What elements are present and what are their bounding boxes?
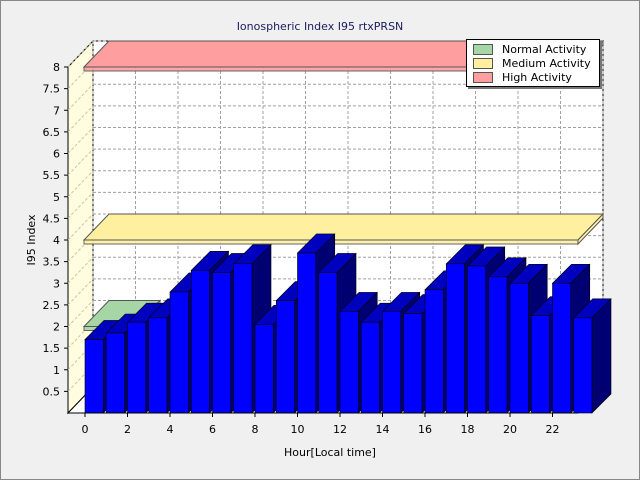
- legend-swatch: [473, 43, 493, 55]
- legend-swatch: [473, 71, 493, 83]
- grid-line-side: [67, 256, 94, 284]
- y-axis-label: I95 Index: [25, 214, 39, 266]
- x-tick-label: 14: [376, 423, 390, 436]
- x-axis-ticks: 0 2 4 6 8 10 12 14 16 18 20 22: [68, 412, 578, 436]
- bar-series: [84, 233, 612, 414]
- bar-front: [254, 324, 274, 414]
- y-tick-label: 7.5: [43, 83, 61, 96]
- bar-front: [127, 321, 147, 414]
- grid-line-side: [67, 192, 94, 219]
- x-tick-label: 12: [333, 423, 347, 436]
- grid-line-side: [67, 213, 94, 241]
- medium-activity-band-side: [577, 212, 604, 246]
- bar-front: [445, 263, 465, 414]
- bar-front: [84, 339, 104, 414]
- y-tick-label: 4: [53, 234, 60, 247]
- bar-front: [509, 282, 529, 414]
- legend-entry: High Activity: [473, 70, 572, 84]
- bar-front: [467, 265, 487, 414]
- y-tick-label: 5: [53, 191, 60, 204]
- grid-line-side: [67, 148, 94, 176]
- y-tick-label: 7: [53, 104, 60, 117]
- y-tick-label: 0.5: [43, 385, 61, 398]
- y-tick-label: 2: [53, 321, 60, 334]
- bar-front: [148, 317, 168, 414]
- bar: [573, 298, 612, 414]
- bar-front: [105, 332, 125, 414]
- y-tick-label: 3.5: [43, 256, 61, 269]
- y-tick-label: 1.5: [43, 342, 61, 355]
- bar-front: [318, 272, 338, 414]
- x-tick-label: 16: [418, 423, 432, 436]
- bar-front: [190, 269, 210, 414]
- bar-front: [339, 311, 359, 414]
- x-tick-label: 4: [167, 423, 174, 436]
- chart-title: Ionospheric Index I95 rtxPRSN: [236, 20, 404, 33]
- x-tick-label: 6: [209, 423, 216, 436]
- legend: Normal Activity Medium Activity High Activ…: [466, 39, 600, 87]
- grid-line-side: [67, 83, 94, 111]
- grid-line-side: [67, 127, 94, 154]
- x-axis-label: Hour[Local time]: [284, 446, 376, 459]
- y-tick-label: 5.5: [43, 169, 61, 182]
- bar-front: [530, 315, 550, 414]
- bar-front: [233, 263, 253, 414]
- grid-line-side: [67, 40, 94, 68]
- bar-front: [212, 272, 232, 414]
- y-tick-label: 2.5: [43, 299, 61, 312]
- y-tick-label: 6: [53, 148, 60, 161]
- y-tick-label: 3: [53, 277, 60, 290]
- y-tick-label: 4.5: [43, 212, 61, 225]
- legend-label: High Activity: [502, 70, 572, 84]
- grid-line-side: [67, 105, 94, 133]
- bar-front: [403, 313, 423, 414]
- bar-front: [424, 289, 444, 414]
- x-tick-label: 0: [82, 423, 89, 436]
- bar-front: [360, 321, 380, 414]
- bar-front: [297, 252, 317, 414]
- x-tick-label: 20: [503, 423, 517, 436]
- y-axis-ticks: 0.5 1 1.5 2 2.5 3 3.5 4 4.5 5 5.5 6 6.5 7 7.5 8: [43, 61, 68, 398]
- bar-front: [573, 317, 593, 414]
- bar-front: [382, 311, 402, 414]
- grid-line-side: [67, 300, 94, 327]
- y-tick-label: 6.5: [43, 126, 61, 139]
- x-tick-label: 10: [291, 423, 305, 436]
- bar-front: [275, 300, 295, 414]
- y-tick-label: 1: [53, 364, 60, 377]
- bar-front: [488, 276, 508, 414]
- legend-label: Medium Activity: [502, 56, 591, 70]
- x-tick-label: 22: [546, 423, 560, 436]
- x-tick-label: 8: [252, 423, 259, 436]
- medium-activity-band-top: [82, 213, 605, 241]
- legend-entry: Normal Activity: [473, 42, 586, 56]
- bar-front: [169, 291, 189, 414]
- grid-line-side: [67, 278, 94, 306]
- grid-line-side: [67, 170, 94, 198]
- legend-swatch: [473, 57, 493, 69]
- y-tick-label: 8: [53, 61, 60, 74]
- legend-label: Normal Activity: [502, 42, 587, 56]
- bar-side: [591, 298, 612, 414]
- bar-front: [552, 282, 572, 414]
- x-tick-label: 2: [124, 423, 131, 436]
- x-tick-label: 18: [461, 423, 475, 436]
- legend-entry: Medium Activity: [473, 56, 591, 70]
